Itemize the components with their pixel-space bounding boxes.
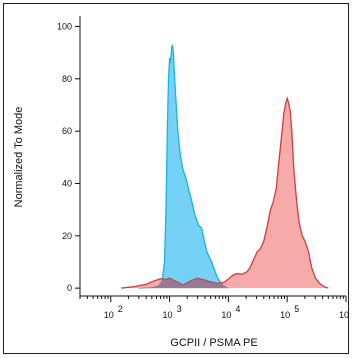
y-tick-label: 100 [57, 21, 72, 31]
y-tick-label: 20 [62, 231, 72, 241]
x-tick-label: 10 [163, 310, 173, 320]
x-tick-label: 10 [104, 310, 114, 320]
series-2-area [121, 98, 329, 289]
x-tick-exponent: 4 [235, 304, 240, 314]
x-tick-label: 10 [339, 310, 349, 320]
x-tick-exponent: 2 [118, 304, 123, 314]
series-1-area [138, 44, 229, 289]
series-2-line [121, 96, 329, 289]
y-tick-label: 60 [62, 126, 72, 136]
x-tick-exponent: 3 [177, 304, 182, 314]
y-axis-title: Normalized To Mode [13, 107, 25, 208]
axis-layer [75, 16, 347, 302]
x-tick-label: 10 [280, 310, 290, 320]
histogram-chart: 020406080100102103104105106 GCPII / PSMA… [13, 16, 349, 349]
overlap-area [138, 278, 229, 289]
y-tick-label: 40 [62, 178, 72, 188]
y-tick-label: 80 [62, 74, 72, 84]
chart-frame: 020406080100102103104105106 GCPII / PSMA… [3, 3, 349, 354]
series-layer [121, 44, 329, 289]
x-tick-exponent: 5 [294, 304, 299, 314]
tick-labels: 020406080100102103104105106 [57, 21, 349, 320]
x-axis-title: GCPII / PSMA PE [170, 337, 257, 349]
series-1-line [138, 44, 229, 289]
y-tick-label: 0 [67, 283, 72, 293]
x-tick-label: 10 [221, 310, 231, 320]
